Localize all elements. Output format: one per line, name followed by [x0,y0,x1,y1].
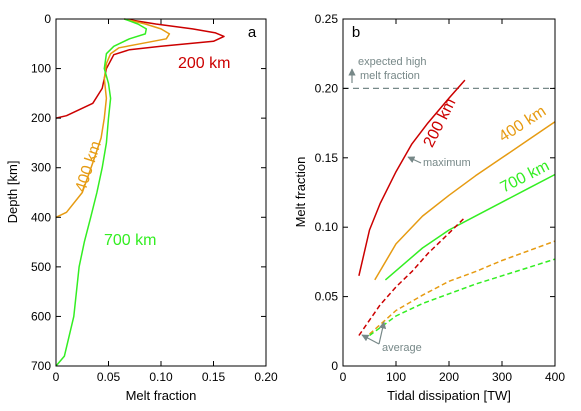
y-tick-label: 0 [44,12,51,26]
y-tick-label: 0.20 [315,81,339,95]
series-line-2 [384,173,556,281]
panel-a-curves [55,18,225,367]
panel-b-maximum-label: maximum [423,157,471,169]
panel-b-expected-label-line1: expected high [358,56,427,68]
panel-a-ticks: 0 0.05 0.10 0.15 0.20 0 100 200 300 400 500 600 700 [31,12,278,384]
y-tick-label: 0.05 [315,290,339,304]
panel-a: 0 0.05 0.10 0.15 0.20 0 100 200 300 400 500 600 700 … [5,12,278,403]
x-tick-label: 0 [53,370,60,384]
x-tick-label: 100 [386,370,406,384]
x-tick-label: 300 [492,370,512,384]
panel-b-xlabel: Tidal dissipation [TW] [387,388,511,403]
x-tick-label: 0.20 [254,370,278,384]
y-tick-label: 500 [31,260,51,274]
panel-b-curves [343,79,556,337]
y-tick-label: 0.10 [315,220,339,234]
y-tick-label: 600 [31,309,51,323]
y-tick-label: 0.15 [315,151,339,165]
panel-a-ylabel: Depth [km] [5,161,20,224]
x-tick-label: 0.05 [97,370,121,384]
panel-b-average-label: average [382,342,422,354]
panel-a-xlabel: Melt fraction [126,388,197,403]
y-tick-label: 700 [31,359,51,373]
series-line-0 [55,18,225,119]
series-line-0 [358,79,466,276]
x-tick-label: 0.10 [149,370,173,384]
series-line-1 [374,121,556,281]
series-line-4 [369,240,556,335]
x-tick-label: 0.15 [202,370,226,384]
x-tick-label: 0 [340,370,347,384]
panel-b-label-200km: 200 km [421,96,460,150]
panel-a-label-400km: 400 km [73,139,105,194]
panel-b: 0 100 200 300 400 0 0.05 0.10 0.15 0.20 0.25 b Tid… [293,12,565,403]
series-line-1 [55,18,171,218]
panel-a-label-200km: 200 km [178,55,230,72]
series-line-5 [369,258,556,337]
panel-b-maximum-arrow [407,156,422,164]
x-tick-label: 200 [439,370,459,384]
panel-a-label-700km: 700 km [104,232,156,249]
series-line-3 [358,216,466,336]
panel-b-expected-label-line2: melt fraction [360,70,420,82]
y-tick-label: 0.25 [315,12,339,26]
panel-b-label: b [352,24,360,41]
panel-a-label: a [248,24,257,41]
y-tick-label: 200 [31,111,51,125]
panel-b-label-400km: 400 km [496,103,549,146]
panel-b-average-arrow-1 [361,334,380,345]
y-tick-label: 0 [331,359,338,373]
y-tick-label: 300 [31,161,51,175]
y-tick-label: 400 [31,210,51,224]
series-line-2 [55,18,148,367]
panel-b-average-arrow-2 [378,321,387,345]
x-tick-label: 400 [545,370,565,384]
y-tick-label: 100 [31,62,51,76]
panel-b-ticks: 0 100 200 300 400 0 0.05 0.10 0.15 0.20 0.25 [315,12,566,384]
panel-b-ylabel: Melt fraction [293,157,308,228]
